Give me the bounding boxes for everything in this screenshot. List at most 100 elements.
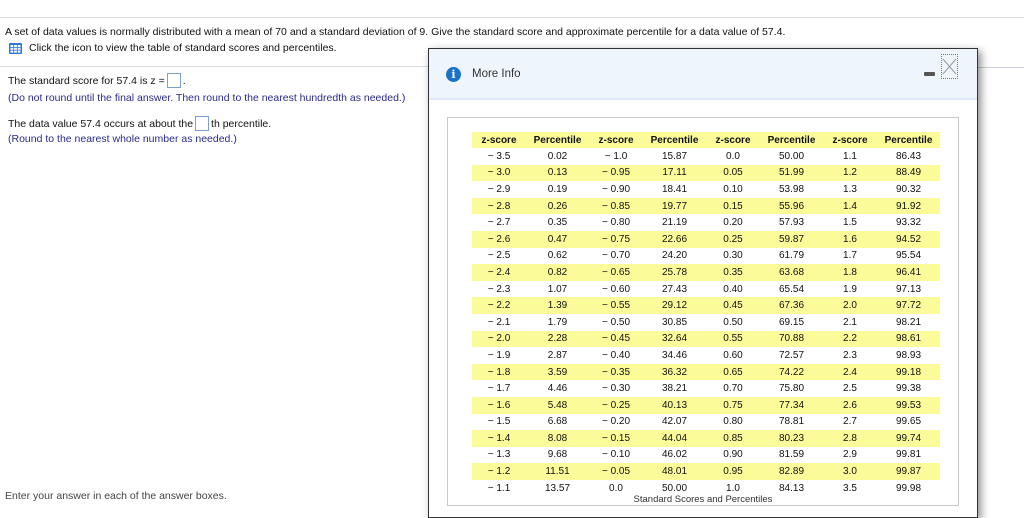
z-score-cell: − 0.30: [601, 383, 631, 395]
table-row: − 3.5 0.02 − 1.0 15.87 0.0 50.00 1.1 86.43: [472, 148, 940, 165]
z-score-suffix: .: [182, 74, 186, 87]
z-score-cell: − 0.20: [601, 416, 631, 428]
table-row: − 1.1 13.57 0.0 50.00 1.0 84.13 3.5 99.98: [472, 480, 940, 497]
percentile-cell: 0.02: [547, 150, 568, 162]
question-divider: [0, 66, 428, 67]
table-row: − 1.7 4.46 − 0.30 38.21 0.70 75.80 2.5 99.38: [472, 380, 940, 397]
z-score-cell: − 0.35: [589, 363, 643, 381]
percentile-cell: 42.07: [661, 416, 688, 428]
table-row: − 2.1 1.79 − 0.50 30.85 0.50 69.15 2.1 98.21: [472, 314, 940, 331]
percentile-cell: 38.21: [661, 383, 688, 395]
z-score-cell: − 2.3: [487, 283, 511, 295]
dialog-header: i More Info: [429, 49, 977, 100]
z-score-cell: 1.3: [843, 183, 857, 195]
percentile-cell: 98.61: [877, 330, 940, 348]
dialog-title: More Info: [472, 68, 521, 80]
z-score-cell: 2.1: [843, 316, 857, 328]
table-caption: Standard Scores and Percentiles: [633, 494, 773, 505]
percentile-cell: 95.54: [895, 250, 922, 262]
percentile-cell: 59.87: [760, 230, 823, 248]
percentile-cell: 1.79: [547, 316, 568, 328]
percentile-cell: 36.32: [643, 363, 706, 381]
percentile-cell: 24.20: [661, 250, 688, 262]
percentile-cell: 1.07: [547, 283, 568, 295]
table-row: − 1.9 2.87 − 0.40 34.46 0.60 72.57 2.3 98.93: [472, 347, 940, 364]
table-row: − 1.5 6.68 − 0.20 42.07 0.80 78.81 2.7 99.65: [472, 414, 940, 431]
z-score-cell: − 1.3: [487, 449, 511, 461]
z-score-cell: − 2.1: [487, 316, 511, 328]
question-divider-right: [978, 67, 1024, 68]
z-score-cell: 0.25: [706, 230, 760, 248]
percentile-cell: 29.12: [643, 297, 706, 314]
z-score-cell: − 2.4: [472, 264, 526, 281]
table-row: − 3.0 0.13− 0.95 17.11 0.05 51.99 1.2 88.49: [472, 164, 940, 182]
z-score-cell: − 2.2: [472, 297, 526, 314]
percentile-cell: 46.02: [661, 449, 688, 461]
percentile-cell: 94.52: [877, 230, 940, 248]
z-score-cell: 1.4: [823, 197, 877, 215]
z-score-cell: − 1.7: [487, 383, 511, 395]
footer-instruction: Enter your answer in each of the answer …: [5, 490, 227, 502]
percentile-cell: 81.59: [778, 449, 805, 461]
percentile-cell: 27.43: [661, 283, 688, 295]
z-score-cell: − 0.45: [589, 330, 643, 348]
minimize-icon[interactable]: [924, 72, 935, 76]
z-score-cell: − 0.50: [601, 316, 631, 328]
percentile-cell: 9.68: [547, 449, 568, 461]
table-link-row[interactable]: Click the icon to view the table of stan…: [9, 42, 337, 54]
z-score-cell: 1.6: [823, 230, 877, 248]
percentile-cell: 97.72: [877, 297, 940, 314]
percentile-cell: 34.46: [661, 349, 688, 361]
z-score-input[interactable]: [166, 73, 181, 88]
table-row: − 2.7 0.35 − 0.80 21.19 0.20 57.93 1.5 93.32: [472, 214, 940, 231]
z-score-cell: 0.15: [706, 197, 760, 215]
z-score-cell: 0.90: [723, 449, 743, 461]
top-divider: [0, 17, 1024, 18]
percentile-cell: 50.00: [661, 482, 688, 494]
col-header: z-score: [706, 132, 760, 148]
z-score-cell: 1.7: [843, 250, 857, 262]
percentile-cell: 99.87: [877, 463, 940, 480]
percentile-cell: 2.87: [547, 349, 568, 361]
percentile-cell: 99.65: [895, 416, 922, 428]
table-row: − 2.9 0.19 − 0.90 18.41 0.10 53.98 1.3 90.32: [472, 181, 940, 198]
percentile-cell: 21.19: [661, 217, 688, 229]
z-score-cell: 1.2: [823, 164, 877, 182]
z-score-cell: 0.65: [706, 363, 760, 381]
percentile-cell: 18.41: [661, 183, 688, 195]
percentile-cell: 53.98: [778, 183, 805, 195]
percentile-cell: 65.54: [778, 283, 805, 295]
z-score-cell: 0.95: [706, 463, 760, 480]
z-score-cell: − 2.8: [472, 197, 526, 215]
percentile-cell: 8.08: [526, 430, 589, 447]
percentile-prompt: The data value 57.4 occurs at about the: [8, 117, 194, 130]
percentile-answer-line: The data value 57.4 occurs at about the …: [8, 116, 271, 131]
close-button[interactable]: [941, 54, 958, 79]
percentile-hint: (Round to the nearest whole number as ne…: [8, 133, 237, 145]
z-score-cell: 1.5: [843, 217, 857, 229]
z-score-cell: 2.4: [823, 363, 877, 381]
z-score-cell: 0.60: [723, 349, 743, 361]
standard-scores-table: z-score Percentile z-score Percentile z-…: [472, 132, 940, 496]
percentile-cell: 61.79: [778, 250, 805, 262]
table-grid-icon[interactable]: [9, 42, 22, 54]
table-header-row: z-score Percentile z-score Percentile z-…: [472, 132, 940, 148]
table-row: − 1.2 11.51− 0.05 48.01 0.95 82.89 3.0 99.87: [472, 463, 940, 480]
z-score-cell: 0.30: [723, 250, 743, 262]
percentile-input[interactable]: [195, 116, 210, 131]
percentile-cell: 50.00: [778, 150, 805, 162]
percentile-cell: 78.81: [778, 416, 805, 428]
percentile-cell: 82.89: [760, 463, 823, 480]
z-score-cell: − 2.0: [472, 330, 526, 348]
z-score-cell: − 0.80: [601, 217, 631, 229]
z-score-cell: 2.6: [823, 396, 877, 414]
percentile-cell: 99.38: [895, 383, 922, 395]
table-link-text: Click the icon to view the table of stan…: [29, 42, 337, 54]
percentile-cell: 0.26: [526, 197, 589, 215]
percentile-cell: 2.28: [526, 330, 589, 348]
percentile-cell: 19.77: [643, 197, 706, 215]
table-row: − 1.3 9.68 − 0.10 46.02 0.90 81.59 2.9 99.81: [472, 447, 940, 464]
z-score-cell: − 2.7: [487, 217, 511, 229]
z-score-cell: − 3.0: [472, 164, 526, 182]
z-score-cell: 3.0: [823, 463, 877, 480]
